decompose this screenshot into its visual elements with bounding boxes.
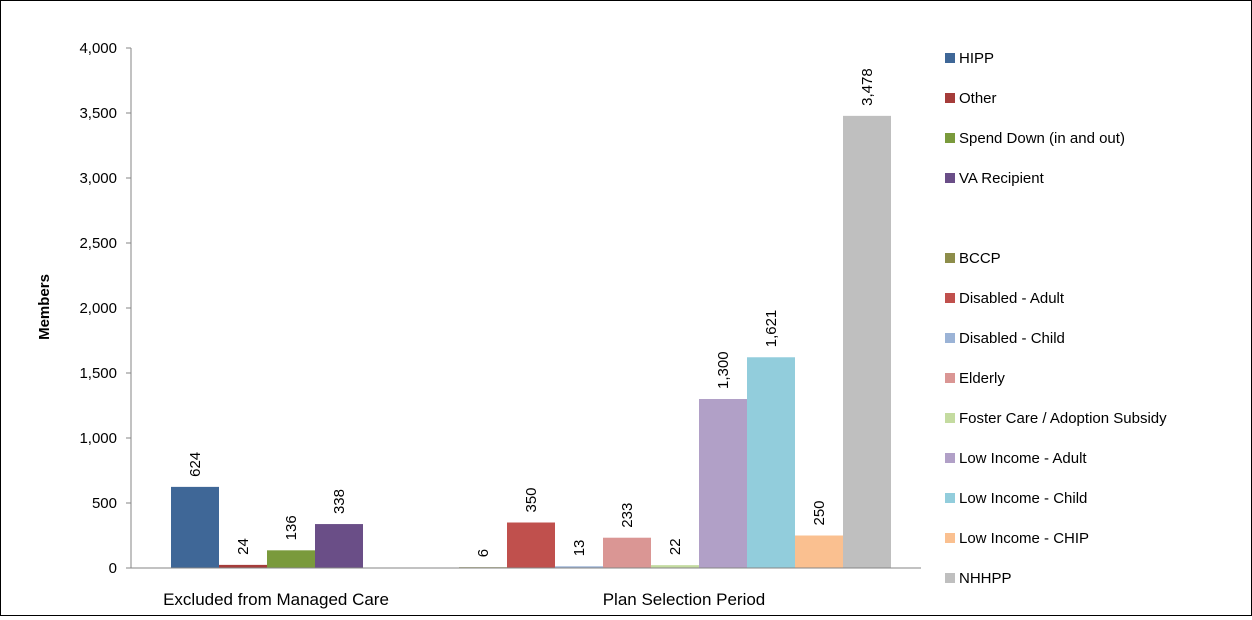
- legend-swatch: [945, 373, 955, 383]
- y-tick-label: 1,500: [79, 365, 117, 382]
- bar-other: [219, 564, 267, 568]
- bar-spend-down-in-and-out: [267, 550, 315, 568]
- bar-disabled-adult: [507, 522, 555, 568]
- data-label: 3,478: [859, 68, 876, 106]
- legend-label: Foster Care / Adoption Subsidy: [959, 410, 1167, 427]
- legend-swatch: [945, 453, 955, 463]
- data-label: 350: [523, 487, 540, 512]
- y-tick-label: 4,000: [79, 40, 117, 57]
- bar-foster-care-adoption-subsidy: [651, 565, 699, 568]
- legend-label: Disabled - Adult: [959, 290, 1065, 307]
- data-label: 338: [331, 489, 348, 514]
- y-tick-label: 2,000: [79, 300, 117, 317]
- bar-low-income-adult: [699, 399, 747, 568]
- legend-swatch: [945, 533, 955, 543]
- legend-label: Low Income - Adult: [959, 450, 1087, 467]
- legend-label: Elderly: [959, 370, 1005, 387]
- bar-disabled-child: [555, 566, 603, 568]
- legend-swatch: [945, 53, 955, 63]
- legend-swatch: [945, 573, 955, 583]
- legend-label: BCCP: [959, 250, 1001, 267]
- bar-nhhpp: [843, 115, 891, 569]
- bar-va-recipient: [315, 524, 363, 568]
- bar-low-income-child: [747, 357, 795, 568]
- legend-swatch: [945, 493, 955, 503]
- legend: HIPP Other Spend Down (in and out) VA Recip…: [945, 50, 1167, 587]
- legend-label: Disabled - Child: [959, 330, 1065, 347]
- bar-hipp: [171, 486, 219, 568]
- data-label: 250: [811, 500, 828, 525]
- y-tick-label: 3,000: [79, 170, 117, 187]
- legend-label: Other: [959, 90, 997, 107]
- legend-swatch: [945, 253, 955, 263]
- data-label: 13: [571, 540, 588, 557]
- data-label: 6: [475, 549, 492, 557]
- data-label: 22: [667, 538, 684, 555]
- data-label: 1,621: [763, 310, 780, 348]
- bars: 624 24 136 338 6 350 13 233 22 1,300 1,621 250 3,478: [171, 68, 891, 569]
- legend-label: Spend Down (in and out): [959, 130, 1125, 147]
- legend-label: Low Income - CHIP: [959, 530, 1089, 547]
- legend-label: Low Income - Child: [959, 490, 1087, 507]
- data-label: 1,300: [715, 351, 732, 389]
- y-tick-label: 0: [109, 560, 117, 577]
- y-tick-label: 3,500: [79, 105, 117, 122]
- bar-low-income-chip: [795, 535, 843, 568]
- bar-elderly: [603, 537, 651, 568]
- data-label: 233: [619, 503, 636, 528]
- y-tick-label: 2,500: [79, 235, 117, 252]
- legend-label: HIPP: [959, 50, 994, 67]
- legend-swatch: [945, 413, 955, 423]
- legend-swatch: [945, 93, 955, 103]
- legend-swatch: [945, 133, 955, 143]
- legend-swatch: [945, 333, 955, 343]
- data-label: 136: [283, 515, 300, 540]
- y-axis: 0 500 1,000 1,500 2,000 2,500 3,000 3,500 4,000: [79, 40, 132, 577]
- y-tick-label: 500: [92, 495, 117, 512]
- y-tick-label: 1,000: [79, 430, 117, 447]
- legend-swatch: [945, 293, 955, 303]
- data-label: 24: [235, 538, 252, 555]
- x-category-label: Excluded from Managed Care: [163, 590, 389, 609]
- data-label: 624: [187, 452, 204, 477]
- legend-label: NHHPP: [959, 570, 1012, 587]
- legend-label: VA Recipient: [959, 170, 1045, 187]
- x-category-label: Plan Selection Period: [603, 590, 766, 609]
- y-axis-label: Members: [36, 274, 53, 340]
- x-axis: Excluded from Managed Care Plan Selection…: [131, 567, 921, 609]
- legend-swatch: [945, 173, 955, 183]
